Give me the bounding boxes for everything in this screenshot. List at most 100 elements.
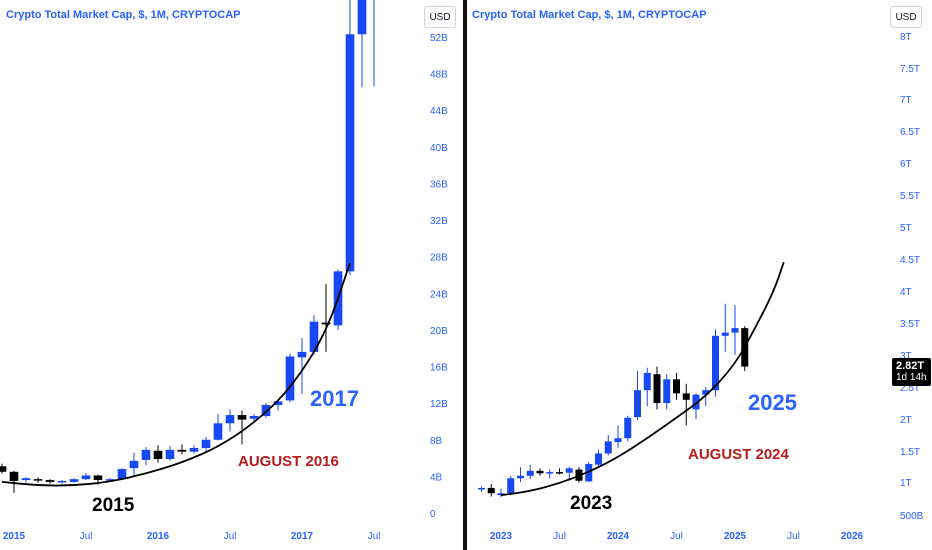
- candle-up: [273, 401, 283, 405]
- y-tick-label: 4B: [430, 472, 443, 483]
- chart-panel-right[interactable]: 500B 1T 1.5T 2T 2.5T 3T 3.5T 4T 4.5T 5T 5.5T 6T 6.5T…: [467, 0, 932, 550]
- candle-up: [692, 394, 700, 410]
- candle-down: [33, 479, 43, 481]
- y-tick-label: 6T: [900, 159, 912, 170]
- annotation-year-blue: 2025: [748, 390, 797, 415]
- annotation-year-black: 2023: [570, 493, 612, 514]
- candle-down: [9, 471, 19, 481]
- y-tick-label: 3.5T: [900, 319, 920, 330]
- x-tick-label: 2023: [490, 531, 513, 542]
- y-tick-label: 5T: [900, 223, 912, 234]
- candle-up: [165, 449, 175, 459]
- x-tick-label: 2025: [724, 531, 747, 542]
- x-tick-label: Jul: [670, 531, 683, 542]
- annotation-month-red: AUGUST 2024: [688, 446, 790, 463]
- candle-up: [81, 475, 91, 480]
- y-tick-label: 44B: [430, 106, 448, 117]
- candle-down: [321, 322, 331, 325]
- annotation-month-red: AUGUST 2016: [238, 453, 339, 470]
- y-tick-label: 3T: [900, 351, 912, 362]
- candle-down: [0, 466, 7, 472]
- candle-down: [237, 415, 247, 420]
- candle-up: [702, 390, 710, 395]
- annotation-year-blue: 2017: [310, 386, 359, 411]
- candle-down: [653, 374, 661, 403]
- y-tick-label: 8B: [430, 436, 443, 447]
- candle-up: [57, 480, 67, 483]
- panel-divider: [463, 0, 467, 550]
- candle-up: [261, 404, 271, 416]
- candle-up: [497, 493, 505, 496]
- x-tick-label: Jul: [224, 531, 237, 542]
- candle-up: [201, 439, 211, 449]
- candle-up: [585, 464, 593, 482]
- candle-up: [546, 472, 554, 474]
- chart-canvas-right[interactable]: 500B 1T 1.5T 2T 2.5T 3T 3.5T 4T 4.5T 5T 5.5T 6T 6.5T…: [467, 0, 932, 550]
- candle-up: [507, 478, 515, 494]
- candle-up: [285, 356, 295, 401]
- y-tick-label: 7T: [900, 95, 912, 106]
- candle-up: [624, 417, 632, 439]
- annotation-year-black: 2015: [92, 495, 135, 516]
- chart-panel-left[interactable]: 0 4B 8B 12B 16B 20B 24B 28B 32B 36B 40B 44B 48B 52B 20…: [0, 0, 463, 550]
- candle-up: [643, 372, 651, 391]
- x-tick-label: Jul: [368, 531, 381, 542]
- candle-up: [516, 475, 525, 479]
- x-tick-label: 2024: [607, 531, 630, 542]
- candle-up: [129, 460, 139, 469]
- candle-up: [69, 479, 79, 482]
- y-tick-label: 500B: [900, 511, 924, 522]
- candle-down: [153, 450, 163, 459]
- y-tick-label: 16B: [430, 363, 448, 374]
- y-tick-label: 12B: [430, 399, 448, 410]
- current-price-tag: 2.82T 1d 14h: [892, 358, 931, 386]
- y-tick-label: 1T: [900, 478, 912, 489]
- candle-up: [225, 415, 235, 424]
- current-price-value: 2.82T: [896, 360, 925, 372]
- candles-group: [0, 0, 375, 493]
- candle-up: [309, 321, 319, 352]
- chart-title: Crypto Total Market Cap, $, 1M, CRYPTOCA…: [6, 9, 241, 21]
- candle-up: [604, 441, 612, 454]
- candle-countdown: 1d 14h: [896, 372, 927, 383]
- candle-up: [731, 328, 739, 333]
- x-tick-label: 2026: [841, 531, 864, 542]
- y-tick-label: 20B: [430, 326, 448, 337]
- candle-down: [555, 472, 564, 474]
- candle-up: [141, 449, 151, 460]
- candle-up: [105, 479, 115, 481]
- trend-curve: [1, 262, 351, 487]
- candle-up: [614, 438, 622, 443]
- candle-up: [345, 34, 355, 272]
- y-tick-label: 7.5T: [900, 64, 920, 75]
- candle-up: [249, 415, 259, 419]
- candle-up: [594, 453, 603, 465]
- chart-canvas-left[interactable]: 0 4B 8B 12B 16B 20B 24B 28B 32B 36B 40B 44B 48B 52B 20…: [0, 0, 463, 550]
- candle-up: [21, 478, 31, 481]
- candle-up: [189, 448, 199, 452]
- y-tick-label: 24B: [430, 289, 448, 300]
- currency-button[interactable]: USD: [890, 6, 922, 28]
- candle-down: [45, 480, 55, 482]
- y-tick-label: 48B: [430, 70, 448, 81]
- candle-up: [663, 379, 671, 403]
- candle-down: [682, 393, 690, 400]
- y-tick-label: 2T: [900, 415, 912, 426]
- candle-up: [633, 390, 642, 418]
- x-tick-label: 2017: [291, 531, 314, 542]
- candle-up: [477, 487, 486, 490]
- candle-up: [711, 335, 720, 391]
- y-tick-label: 0: [430, 509, 436, 520]
- currency-button[interactable]: USD: [424, 6, 456, 28]
- y-tick-label: 1.5T: [900, 447, 920, 458]
- y-tick-label: 5.5T: [900, 191, 920, 202]
- chart-title: Crypto Total Market Cap, $, 1M, CRYPTOCA…: [472, 9, 707, 21]
- y-tick-label: 6.5T: [900, 127, 920, 138]
- candle-up: [526, 470, 534, 476]
- candle-up: [117, 469, 127, 480]
- trend-curve: [500, 261, 785, 497]
- candle-up: [297, 351, 307, 358]
- y-tick-label: 2.5T: [900, 383, 920, 394]
- x-tick-label: 2016: [147, 531, 170, 542]
- x-tick-label: Jul: [553, 531, 566, 542]
